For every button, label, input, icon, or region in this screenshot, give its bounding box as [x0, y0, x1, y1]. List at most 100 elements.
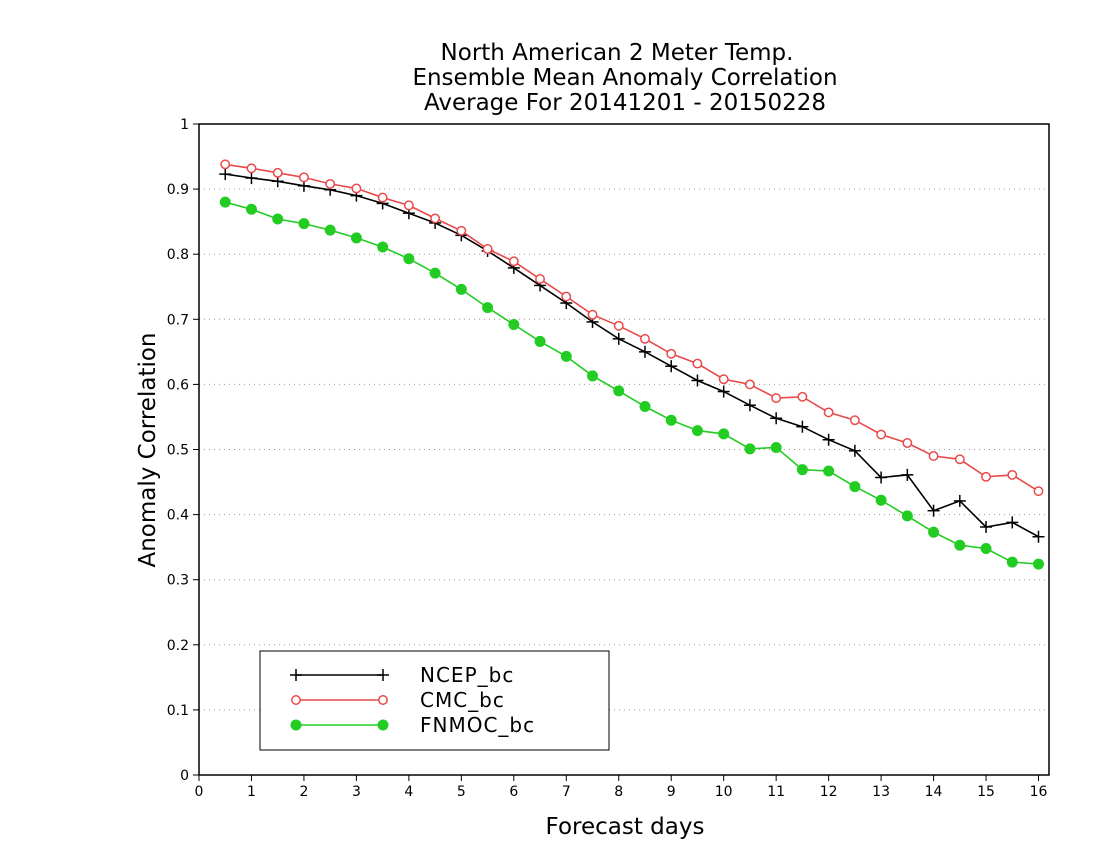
- x-tick-label-2: 2: [299, 784, 308, 800]
- chart-title-line-2: Ensemble Mean Anomaly Correlation: [412, 65, 837, 91]
- point-ncep-bc-20: [743, 399, 756, 412]
- y-tick-label-9: 0.9: [167, 182, 189, 198]
- point-ncep-bc-30: [1006, 516, 1019, 529]
- legend-marker-left-fnmoc-bc: [290, 719, 302, 731]
- y-tick-label-2: 0.2: [167, 638, 189, 654]
- point-cmc-bc-19: [718, 374, 729, 385]
- point-cmc-bc-7: [403, 200, 414, 211]
- x-tick-label-11: 11: [767, 784, 785, 800]
- x-tick-label-12: 12: [820, 784, 838, 800]
- point-ncep-bc-27: [927, 504, 940, 517]
- x-tick-label-4: 4: [404, 784, 413, 800]
- point-ncep-bc-28: [953, 494, 966, 507]
- point-cmc-bc-25: [876, 429, 887, 440]
- point-fnmoc-bc-2: [272, 213, 284, 225]
- point-ncep-bc-21: [770, 412, 783, 425]
- y-tick-label-0: 0: [180, 768, 189, 784]
- point-fnmoc-bc-26: [901, 510, 913, 522]
- point-fnmoc-bc-3: [298, 218, 310, 230]
- point-cmc-bc-0: [220, 159, 231, 170]
- point-cmc-bc-13: [561, 291, 572, 302]
- point-fnmoc-bc-17: [665, 414, 677, 426]
- point-fnmoc-bc-13: [560, 350, 572, 362]
- point-ncep-bc-29: [980, 520, 993, 533]
- point-cmc-bc-15: [613, 320, 624, 331]
- chart-title: North American 2 Meter Temp. Ensemble Me…: [412, 40, 837, 116]
- y-tick-label-7: 0.7: [167, 312, 189, 328]
- y-tick-label-1: 0.1: [167, 703, 189, 719]
- point-fnmoc-bc-16: [639, 401, 651, 413]
- point-fnmoc-bc-1: [245, 203, 257, 215]
- x-axis-title: Forecast days: [546, 814, 705, 840]
- x-tick-label-16: 16: [1030, 784, 1048, 800]
- legend-marker-left-ncep-bc: [290, 669, 302, 681]
- point-fnmoc-bc-22: [796, 464, 808, 476]
- point-fnmoc-bc-28: [954, 539, 966, 551]
- y-tick-label-4: 0.4: [167, 508, 189, 524]
- x-tick-label-13: 13: [872, 784, 890, 800]
- x-tick-label-3: 3: [352, 784, 361, 800]
- point-fnmoc-bc-4: [324, 224, 336, 236]
- legend-label-cmc-bc: CMC_bc: [420, 688, 505, 712]
- point-ncep-bc-22: [796, 420, 809, 433]
- legend-marker-right-ncep-bc: [377, 669, 389, 681]
- point-cmc-bc-17: [666, 348, 677, 359]
- point-fnmoc-bc-23: [823, 465, 835, 477]
- point-cmc-bc-26: [902, 438, 913, 448]
- point-cmc-bc-5: [351, 183, 362, 194]
- point-fnmoc-bc-12: [534, 335, 546, 347]
- point-ncep-bc-23: [822, 433, 835, 446]
- point-cmc-bc-6: [377, 192, 388, 203]
- chart-title-line-1: North American 2 Meter Temp.: [441, 40, 794, 66]
- point-cmc-bc-22: [797, 391, 808, 402]
- horizontal-gridlines: [199, 188, 1049, 711]
- point-fnmoc-bc-21: [770, 442, 782, 454]
- point-ncep-bc-0: [219, 168, 232, 181]
- point-fnmoc-bc-14: [587, 370, 599, 382]
- point-cmc-bc-3: [298, 172, 309, 183]
- x-tick-label-9: 9: [667, 784, 676, 800]
- series-layer: [219, 159, 1045, 570]
- legend-item-cmc-bc: CMC_bc: [291, 688, 505, 712]
- point-cmc-bc-28: [954, 454, 965, 465]
- point-cmc-bc-21: [771, 393, 782, 404]
- point-fnmoc-bc-27: [928, 526, 940, 538]
- series-line-ncep-bc: [225, 173, 1039, 538]
- point-ncep-bc-1: [245, 172, 258, 185]
- point-fnmoc-bc-7: [403, 253, 415, 265]
- point-fnmoc-bc-6: [377, 241, 389, 253]
- series-line-cmc-bc: [225, 163, 1039, 492]
- point-ncep-bc-19: [717, 385, 730, 398]
- x-tick-label-14: 14: [925, 784, 943, 800]
- point-fnmoc-bc-19: [718, 428, 730, 440]
- point-cmc-bc-16: [640, 333, 650, 344]
- y-axis-title: Anomaly Correlation: [135, 332, 161, 567]
- series-fnmoc-bc: [219, 196, 1045, 570]
- legend-item-fnmoc-bc: FNMOC_bc: [290, 713, 534, 737]
- legend-label-ncep-bc: NCEP_bc: [420, 663, 514, 687]
- point-fnmoc-bc-18: [691, 425, 703, 437]
- point-cmc-bc-11: [508, 256, 519, 267]
- y-tick-label-5: 0.5: [167, 443, 189, 459]
- point-fnmoc-bc-10: [482, 302, 494, 314]
- point-fnmoc-bc-20: [744, 443, 756, 455]
- series-cmc-bc: [220, 159, 1044, 497]
- legend-marker-right-fnmoc-bc: [377, 719, 389, 731]
- point-cmc-bc-20: [744, 379, 755, 390]
- axis-ticks: 00.10.20.30.40.50.60.70.80.910 1 2 3 4 5 6 7 8 9 1…: [167, 117, 1048, 800]
- legend-item-ncep-bc: NCEP_bc: [290, 663, 514, 687]
- point-cmc-bc-9: [456, 225, 467, 236]
- point-ncep-bc-24: [848, 444, 861, 457]
- legend-marker-left-cmc-bc: [291, 695, 301, 705]
- point-cmc-bc-1: [246, 163, 257, 174]
- x-tick-label-0: 0: [195, 784, 204, 800]
- point-ncep-bc-31: [1032, 530, 1045, 543]
- point-fnmoc-bc-0: [219, 196, 231, 208]
- y-tick-label-10: 1: [180, 117, 189, 133]
- point-cmc-bc-31: [1033, 486, 1044, 497]
- point-ncep-bc-16: [638, 345, 651, 358]
- x-tick-label-10: 10: [715, 784, 733, 800]
- point-fnmoc-bc-5: [350, 232, 362, 244]
